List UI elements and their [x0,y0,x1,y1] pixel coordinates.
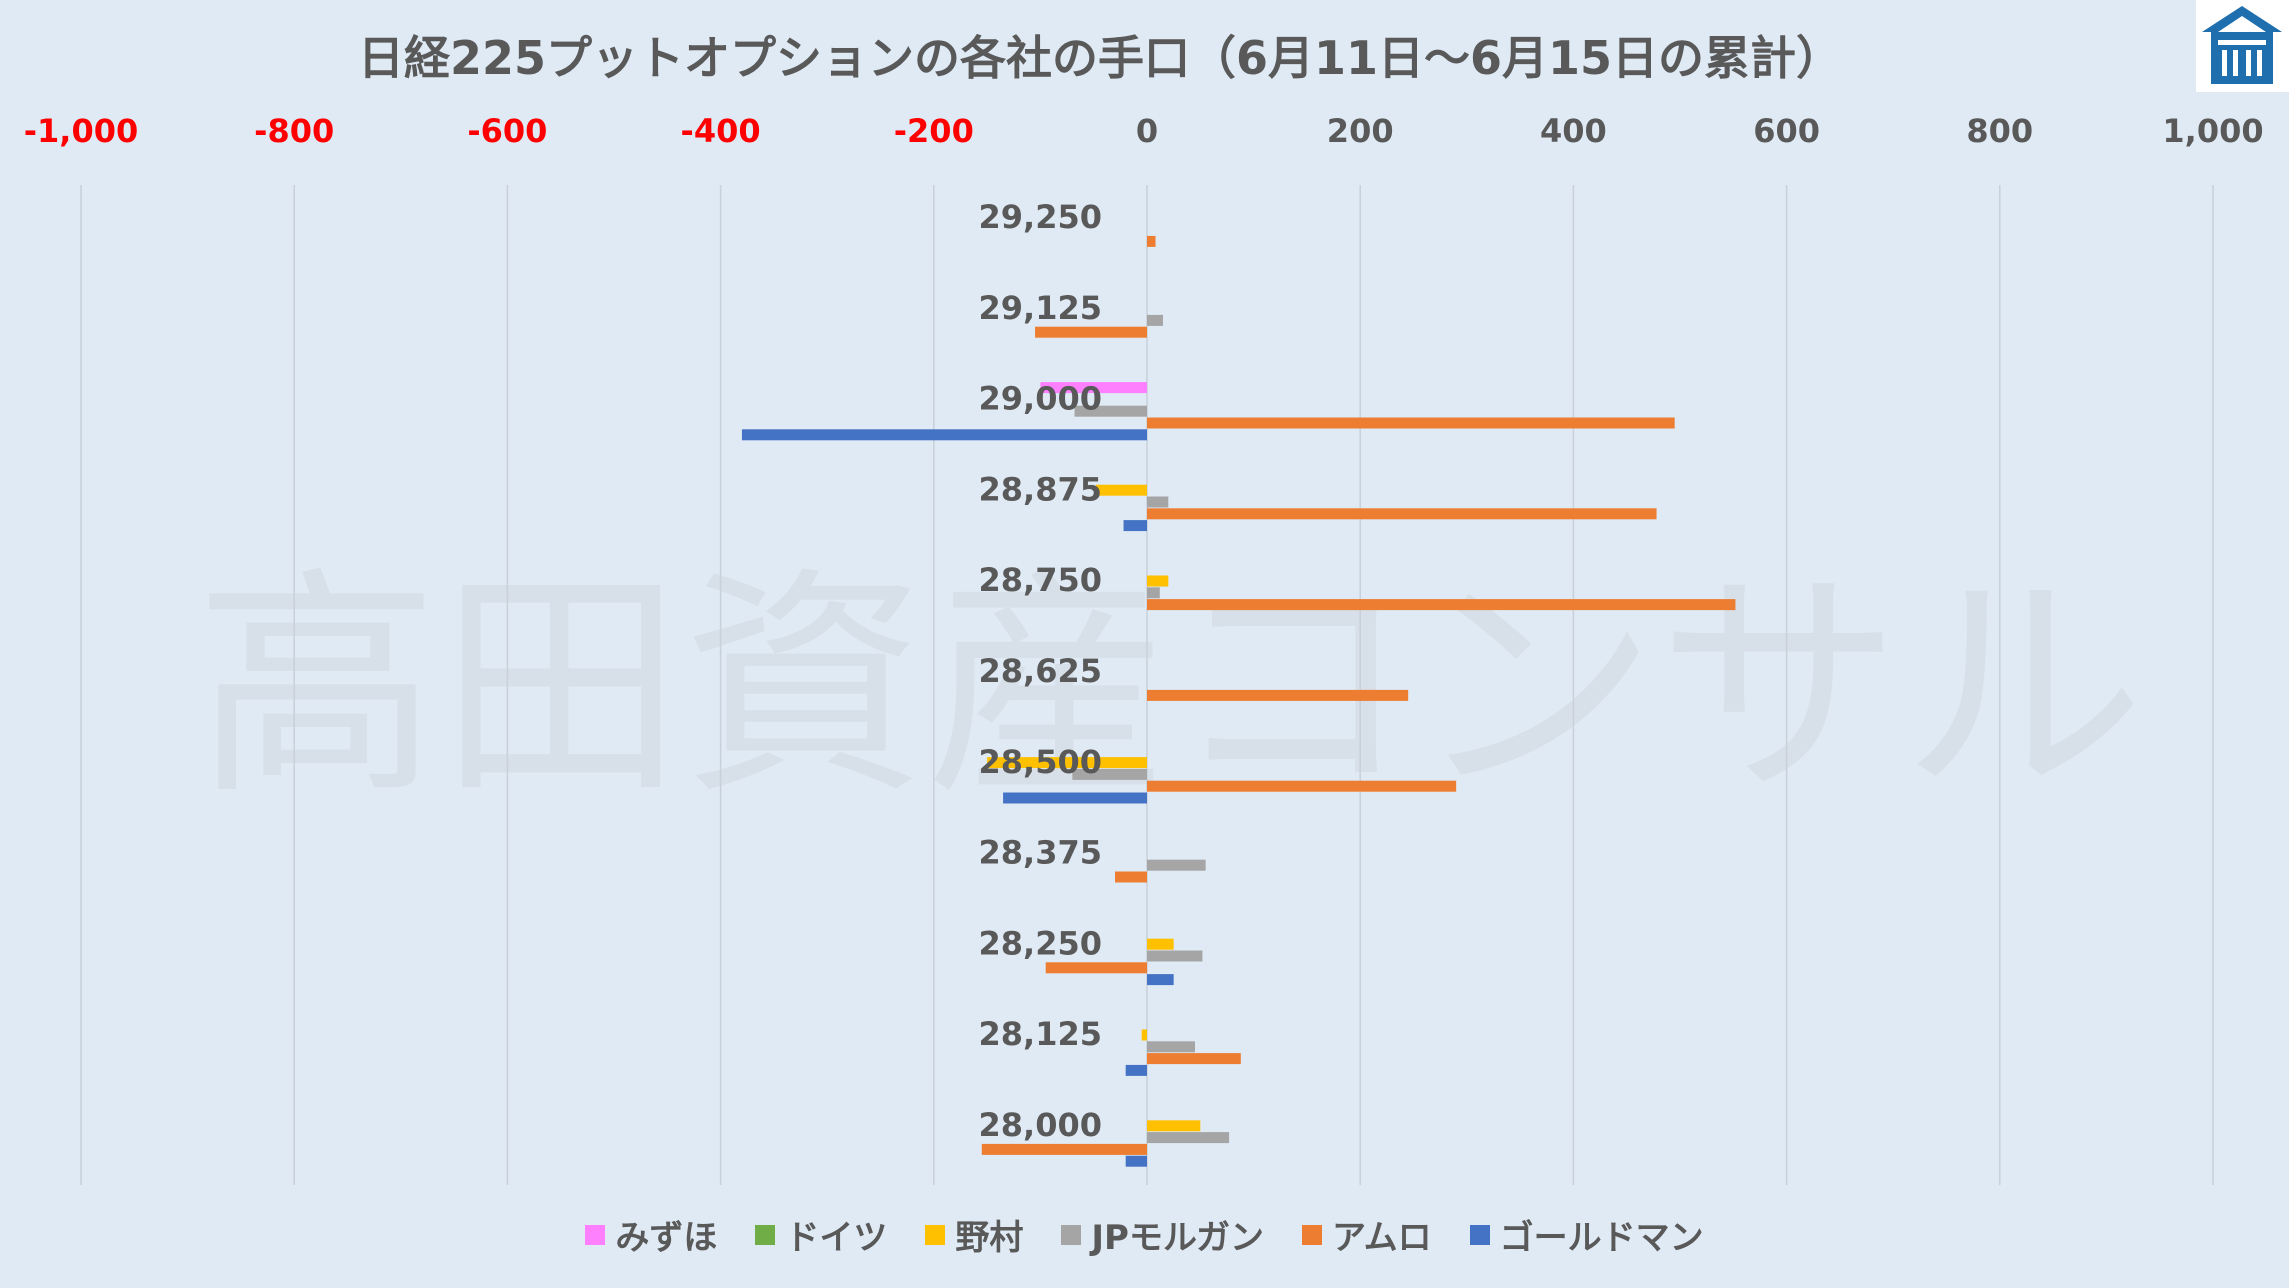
legend-swatch [1061,1224,1082,1245]
x-tick-label: -600 [467,112,547,150]
bar [1147,417,1675,429]
bar [1147,508,1657,520]
category-labels: 29,250 29,125 29,000 28,875 28,750 28,625 28,5… [979,198,1102,1144]
bar [987,757,1147,769]
gridlines [80,185,2214,1185]
bar [1035,326,1147,338]
bar [1147,1120,1201,1132]
bar [741,429,1147,441]
logo [2196,0,2289,92]
legend-item: みずほ [585,1210,717,1259]
category-label: 28,625 [979,652,1102,690]
bar [1147,1053,1241,1065]
bar [1147,1041,1195,1053]
bar [981,1143,1147,1155]
bar [1147,938,1174,950]
category-label: 29,250 [979,198,1102,236]
bar [1072,768,1147,780]
bar [1147,689,1409,701]
bar [1147,314,1163,326]
category-label: 28,875 [979,470,1102,508]
legend-item: アムロ [1301,1210,1432,1259]
chart-title: 日経225プットオプションの各社の手口（6月11日～6月15日の累計） [357,31,1843,85]
legend-item: ゴールドマン [1469,1210,1704,1259]
x-tick-label: 200 [1327,112,1394,150]
legend-label: みずほ [615,1218,718,1258]
bar [1147,1132,1230,1144]
legend-swatch [1469,1224,1490,1245]
legend-label: ドイツ [785,1218,888,1258]
category-label: 28,375 [979,834,1102,872]
x-tick-label: 1,000 [2162,112,2263,150]
bar [1147,950,1203,962]
x-tick-label: -1,000 [24,112,139,150]
bar [1045,962,1147,974]
x-tick-label: 400 [1540,112,1607,150]
category-label: 28,250 [979,924,1102,962]
legend-label: アムロ [1331,1218,1432,1258]
bar [1125,1155,1147,1167]
category-label: 28,000 [979,1106,1102,1144]
category-label: 29,000 [979,380,1102,418]
legend-swatch [1301,1224,1322,1245]
category-label: 28,500 [979,743,1102,781]
bar [1147,599,1736,611]
legend-swatch [755,1224,776,1245]
bar [1115,871,1147,883]
legend-swatch [925,1224,946,1245]
watermark: 高田資産コンサル [195,547,2145,827]
legend-swatch [585,1224,606,1245]
legend-label: ゴールドマン [1499,1218,1704,1258]
bar [1147,496,1169,508]
bar [1147,587,1160,599]
bar [1095,484,1147,496]
bar [1147,575,1169,587]
bar [1147,780,1457,792]
x-tick-label: -200 [894,112,974,150]
category-label: 28,125 [979,1015,1102,1053]
bar [1074,405,1147,417]
category-label: 29,125 [979,289,1102,327]
bar [1003,792,1147,804]
legend: みずほ ドイツ 野村 JPモルガン アムロ ゴールドマン [0,1210,2289,1259]
x-tick-label: -400 [681,112,761,150]
bar [1147,974,1174,986]
legend-label: JPモルガン [1091,1218,1264,1258]
x-tick-label: -800 [254,112,334,150]
bar [1147,859,1206,871]
bar [1123,520,1147,532]
bar [1040,382,1147,394]
bar [1147,235,1156,247]
takada-logo-icon [2202,6,2282,84]
bar [1125,1064,1147,1076]
legend-item: 野村 [925,1210,1023,1259]
bars [741,235,1736,1167]
x-tick-label: 0 [1136,112,1158,150]
legend-label: 野村 [955,1218,1024,1258]
x-tick-label: 600 [1753,112,1820,150]
legend-item: ドイツ [755,1210,887,1259]
legend-item: JPモルガン [1061,1210,1264,1259]
x-tick-labels: -1,000 -800 -600 -400 -200 0 200 400 600 800 1,000 [24,112,2264,150]
x-tick-label: 800 [1966,112,2033,150]
category-label: 28,750 [979,561,1102,599]
bar [1141,1029,1147,1041]
